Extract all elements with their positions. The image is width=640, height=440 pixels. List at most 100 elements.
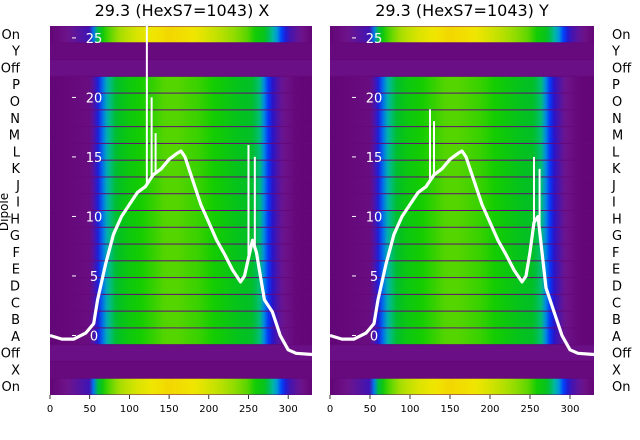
x-tick-label: 100 xyxy=(120,404,139,415)
row-label: E xyxy=(612,263,620,278)
heatmap-row xyxy=(330,211,594,227)
x-tick-label: 250 xyxy=(239,404,258,415)
row-label: F xyxy=(13,246,20,261)
heatmap-row xyxy=(330,361,594,378)
row-label: D xyxy=(10,279,20,294)
heatmap-row xyxy=(50,194,312,210)
heatmap-row xyxy=(330,160,594,177)
row-label: P xyxy=(612,78,620,93)
overlay-y-tick-label: 25 xyxy=(86,32,103,47)
x-tick-label: 150 xyxy=(440,404,459,415)
heatmap-row xyxy=(50,177,312,194)
row-label: On xyxy=(2,28,20,43)
row-label: K xyxy=(11,162,20,177)
heatmap-row xyxy=(330,311,594,328)
row-label: J xyxy=(15,179,20,194)
heatmap-row xyxy=(330,60,594,76)
x-tick-label: 150 xyxy=(160,404,179,415)
heatmap-row xyxy=(50,345,312,361)
row-label: D xyxy=(612,279,622,294)
row-label: On xyxy=(2,380,20,395)
heatmap-row xyxy=(50,378,312,395)
row-label: C xyxy=(11,296,20,311)
heatmap-row xyxy=(330,294,594,311)
heatmap-row xyxy=(330,110,594,127)
overlay-y-tick-label: 10 xyxy=(86,210,103,225)
heatmap-row xyxy=(50,43,312,60)
x-tick-label: 50 xyxy=(83,404,96,415)
row-label: A xyxy=(612,330,621,345)
row-label: Off xyxy=(1,61,21,76)
heatmap-row xyxy=(50,211,312,227)
row-label: I xyxy=(16,196,20,211)
heatmap-row xyxy=(50,26,312,43)
heatmap-row xyxy=(50,294,312,311)
panel-y-title: 29.3 (HexS7=1043) Y xyxy=(375,1,549,20)
x-tick-label: 200 xyxy=(199,404,218,415)
heatmap-row xyxy=(50,127,312,143)
heatmap-row xyxy=(330,328,594,345)
heatmap-row xyxy=(50,361,312,378)
row-label: B xyxy=(11,313,20,328)
x-tick-label: 0 xyxy=(327,404,333,415)
row-label: Y xyxy=(11,45,20,60)
heatmap-row xyxy=(50,160,312,177)
y-axis-label: Dipole xyxy=(0,193,11,231)
row-label: E xyxy=(12,263,20,278)
overlay-y-tick-label: 0 xyxy=(370,329,378,344)
heatmap-row xyxy=(50,76,312,93)
row-label: C xyxy=(612,296,621,311)
row-label: Off xyxy=(1,347,21,362)
row-label: I xyxy=(612,196,616,211)
row-label: X xyxy=(612,363,621,378)
row-label: Off xyxy=(612,347,632,362)
overlay-curve xyxy=(49,149,313,357)
overlay-y-tick-label: 15 xyxy=(86,151,103,166)
heatmap-row xyxy=(330,278,594,294)
row-label: O xyxy=(10,95,20,110)
panel-y: 29.3 (HexS7=1043) Y OnYOffPONMLKJIHGFEDC… xyxy=(327,1,632,415)
row-label: N xyxy=(612,112,622,127)
row-label: N xyxy=(10,112,20,127)
row-label: L xyxy=(612,145,620,160)
heatmap-row xyxy=(330,227,594,244)
row-label: Y xyxy=(611,45,620,60)
x-tick-label: 300 xyxy=(560,404,579,415)
heatmap-row xyxy=(50,328,312,345)
row-label: B xyxy=(612,313,621,328)
panel-x: 29.3 (HexS7=1043) X Dipole OnYOffPONMLKJ… xyxy=(0,1,313,415)
heatmap-row xyxy=(50,227,312,244)
row-label: On xyxy=(612,380,630,395)
overlay-y-tick-label: 5 xyxy=(90,270,98,285)
row-label: K xyxy=(612,162,621,177)
x-tick-label: 200 xyxy=(480,404,499,415)
overlay-y-tick-label: 25 xyxy=(366,32,383,47)
x-tick-label: 300 xyxy=(279,404,298,415)
row-label: H xyxy=(612,212,622,227)
overlay-y-tick-label: 10 xyxy=(366,210,383,225)
heatmap-row xyxy=(330,43,594,60)
row-label: G xyxy=(10,229,20,244)
x-tick-label: 0 xyxy=(47,404,53,415)
overlay-y-tick-label: 5 xyxy=(370,270,378,285)
heatmap-row xyxy=(330,177,594,194)
panel-x-title: 29.3 (HexS7=1043) X xyxy=(95,1,270,20)
row-label: On xyxy=(612,28,630,43)
heatmap-row xyxy=(330,26,594,43)
x-tick-label: 250 xyxy=(520,404,539,415)
row-label: X xyxy=(11,363,20,378)
heatmap-row xyxy=(330,127,594,143)
row-label: O xyxy=(612,95,622,110)
row-label: M xyxy=(612,129,623,144)
heatmap-row xyxy=(50,311,312,328)
overlay-curve xyxy=(329,149,595,357)
heatmap-row xyxy=(50,93,312,110)
heatmap-row xyxy=(330,378,594,395)
row-label: J xyxy=(611,179,616,194)
heatmap-row xyxy=(50,244,312,261)
heatmap-row xyxy=(50,278,312,294)
heatmap-row xyxy=(50,60,312,76)
row-label: G xyxy=(612,229,622,244)
row-label: A xyxy=(11,330,20,345)
